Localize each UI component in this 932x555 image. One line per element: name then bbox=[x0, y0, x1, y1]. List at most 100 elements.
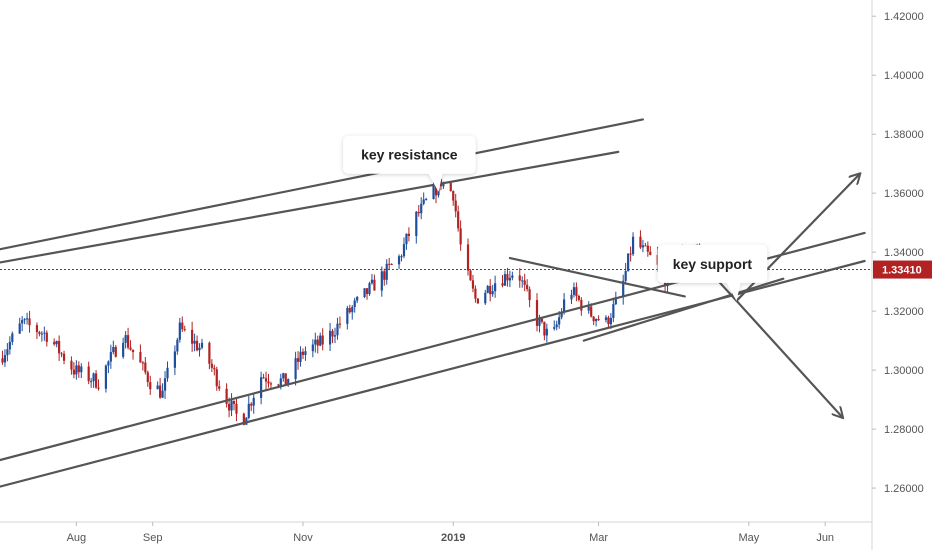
candle-body bbox=[149, 382, 152, 390]
candle bbox=[457, 205, 460, 232]
candle-body bbox=[173, 351, 176, 368]
candle-body bbox=[25, 318, 29, 320]
candle-body bbox=[181, 322, 184, 330]
candle bbox=[417, 205, 420, 217]
candle-body bbox=[484, 292, 487, 304]
candle-body bbox=[75, 365, 78, 375]
candle bbox=[43, 326, 46, 341]
candle bbox=[262, 373, 265, 379]
candle-body bbox=[607, 317, 610, 325]
candle bbox=[471, 274, 475, 293]
candle bbox=[122, 337, 125, 359]
candle-body bbox=[553, 327, 556, 329]
y-tick-label: 1.26000 bbox=[884, 483, 924, 495]
candle bbox=[55, 340, 58, 348]
candle bbox=[331, 328, 334, 344]
y-tick-label: 1.30000 bbox=[884, 365, 924, 377]
candle-body bbox=[92, 373, 95, 382]
upper-channel-inner bbox=[0, 150, 620, 264]
triangle-upper bbox=[508, 256, 686, 298]
candle-body bbox=[139, 352, 142, 363]
candle-body bbox=[80, 366, 83, 373]
candle bbox=[607, 315, 610, 328]
candle-body bbox=[629, 253, 632, 255]
candle-body bbox=[417, 211, 420, 214]
candle bbox=[215, 366, 218, 391]
y-tick-label: 1.42000 bbox=[884, 11, 924, 23]
candle bbox=[18, 317, 21, 334]
x-tick-label: Sep bbox=[143, 532, 163, 544]
candle-body bbox=[639, 236, 642, 248]
candle bbox=[11, 331, 14, 345]
candle-body bbox=[459, 228, 462, 245]
candle-body bbox=[299, 351, 302, 362]
candle-body bbox=[434, 184, 438, 196]
candle bbox=[644, 242, 647, 247]
candle-body bbox=[225, 388, 228, 404]
candle-body bbox=[11, 333, 14, 342]
candle bbox=[400, 254, 403, 262]
candle-body bbox=[210, 363, 213, 368]
candle-body bbox=[262, 377, 265, 379]
candle bbox=[425, 197, 428, 201]
annotation-bubble bbox=[343, 135, 476, 192]
candle-body bbox=[442, 182, 445, 187]
candle-body bbox=[580, 299, 583, 311]
candle-body bbox=[373, 279, 376, 291]
annotation-callout bbox=[657, 244, 768, 301]
candle-body bbox=[191, 329, 194, 344]
candle bbox=[370, 273, 374, 285]
candle-body bbox=[641, 245, 645, 248]
candle-body bbox=[161, 390, 164, 398]
candle-body bbox=[644, 245, 647, 247]
candle-body bbox=[353, 300, 356, 308]
candle-body bbox=[319, 335, 322, 346]
candle bbox=[114, 344, 117, 358]
candle bbox=[107, 360, 110, 374]
candle bbox=[45, 330, 48, 347]
candle bbox=[506, 267, 509, 287]
bearish-scenario bbox=[735, 299, 843, 417]
candle-body bbox=[486, 286, 489, 293]
candle-body bbox=[304, 351, 307, 355]
triangle-lower bbox=[582, 277, 785, 342]
candle-body bbox=[590, 306, 593, 317]
candle-body bbox=[508, 277, 511, 281]
candle-body bbox=[385, 263, 388, 280]
candle bbox=[40, 331, 43, 342]
x-tick-label: Jun bbox=[816, 532, 834, 544]
candle bbox=[363, 288, 366, 299]
candle bbox=[296, 351, 300, 370]
candle bbox=[474, 285, 477, 303]
candle-body bbox=[232, 400, 236, 404]
candle-body bbox=[469, 270, 472, 281]
candle bbox=[535, 293, 539, 332]
candle bbox=[333, 327, 337, 344]
candle-body bbox=[452, 191, 455, 201]
candle-body bbox=[587, 306, 590, 311]
candle-body bbox=[94, 373, 98, 388]
candle bbox=[639, 230, 642, 249]
candle bbox=[94, 370, 98, 389]
candle bbox=[555, 320, 558, 331]
candle bbox=[156, 381, 159, 390]
upper-channel-outer bbox=[0, 118, 645, 251]
x-tick-label: May bbox=[738, 532, 759, 544]
candle-body bbox=[627, 253, 630, 271]
candle-body bbox=[208, 342, 211, 364]
candle bbox=[210, 359, 213, 372]
candle bbox=[380, 266, 383, 297]
candle-body bbox=[55, 340, 58, 345]
candle bbox=[260, 371, 263, 405]
candle bbox=[528, 286, 531, 308]
candle bbox=[383, 268, 386, 286]
candle-body bbox=[247, 403, 250, 418]
candle bbox=[572, 282, 576, 298]
candle bbox=[486, 284, 489, 294]
y-tick-label: 1.32000 bbox=[884, 306, 924, 318]
candle-body bbox=[489, 286, 492, 295]
candle bbox=[405, 233, 408, 250]
candle bbox=[523, 273, 526, 292]
candle bbox=[484, 290, 487, 305]
